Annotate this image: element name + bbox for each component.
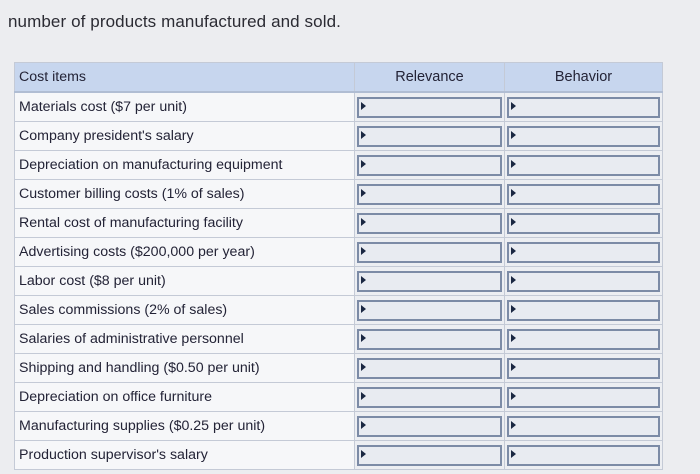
caret-right-icon: [361, 333, 366, 342]
caret-right-icon: [361, 130, 366, 139]
caret-right-icon: [361, 159, 366, 168]
cost-item-label: Rental cost of manufacturing facility: [14, 208, 355, 238]
instruction-text: number of products manufactured and sold…: [8, 12, 341, 31]
relevance-dropdown[interactable]: [357, 183, 502, 205]
caret-right-icon: [361, 391, 366, 400]
caret-right-icon: [361, 449, 366, 458]
caret-right-icon: [361, 188, 366, 197]
table-row: Sales commissions (2% of sales): [14, 295, 663, 325]
behavior-dropdown[interactable]: [507, 241, 660, 263]
header-cost-items: Cost items: [14, 62, 355, 93]
relevance-dropdown[interactable]: [357, 299, 502, 321]
caret-right-icon: [511, 420, 516, 429]
caret-right-icon: [511, 188, 516, 197]
caret-right-icon: [511, 101, 516, 110]
behavior-dropdown[interactable]: [507, 357, 660, 379]
cost-item-label: Depreciation on manufacturing equipment: [14, 150, 355, 180]
caret-right-icon: [511, 217, 516, 226]
cost-item-label: Company president's salary: [14, 121, 355, 151]
relevance-dropdown[interactable]: [357, 212, 502, 234]
caret-right-icon: [361, 420, 366, 429]
behavior-dropdown[interactable]: [507, 444, 660, 466]
cost-item-label: Materials cost ($7 per unit): [14, 91, 355, 122]
cost-item-label: Sales commissions (2% of sales): [14, 295, 355, 325]
relevance-dropdown[interactable]: [357, 241, 502, 263]
caret-right-icon: [511, 246, 516, 255]
table-header-row: Cost items Relevance Behavior: [14, 62, 663, 93]
behavior-dropdown[interactable]: [507, 96, 660, 118]
caret-right-icon: [511, 333, 516, 342]
table-row: Salaries of administrative personnel: [14, 324, 663, 354]
behavior-dropdown[interactable]: [507, 125, 660, 147]
behavior-dropdown[interactable]: [507, 415, 660, 437]
behavior-dropdown[interactable]: [507, 154, 660, 176]
cost-item-label: Advertising costs ($200,000 per year): [14, 237, 355, 267]
caret-right-icon: [361, 275, 366, 284]
table-row: Labor cost ($8 per unit): [14, 266, 663, 296]
cost-item-label: Labor cost ($8 per unit): [14, 266, 355, 296]
behavior-dropdown[interactable]: [507, 183, 660, 205]
relevance-dropdown[interactable]: [357, 270, 502, 292]
caret-right-icon: [511, 391, 516, 400]
caret-right-icon: [361, 217, 366, 226]
table-row: Customer billing costs (1% of sales): [14, 179, 663, 209]
caret-right-icon: [361, 101, 366, 110]
table-row: Materials cost ($7 per unit): [14, 91, 663, 122]
caret-right-icon: [361, 362, 366, 371]
cost-classification-table: Cost items Relevance Behavior Materials …: [14, 62, 663, 470]
cost-item-label: Shipping and handling ($0.50 per unit): [14, 353, 355, 383]
table-row: Advertising costs ($200,000 per year): [14, 237, 663, 267]
behavior-dropdown[interactable]: [507, 328, 660, 350]
relevance-dropdown[interactable]: [357, 154, 502, 176]
behavior-dropdown[interactable]: [507, 386, 660, 408]
cost-item-label: Production supervisor's salary: [14, 440, 355, 470]
caret-right-icon: [511, 449, 516, 458]
header-relevance: Relevance: [354, 62, 505, 93]
relevance-dropdown[interactable]: [357, 357, 502, 379]
caret-right-icon: [511, 275, 516, 284]
caret-right-icon: [361, 246, 366, 255]
behavior-dropdown[interactable]: [507, 212, 660, 234]
caret-right-icon: [511, 159, 516, 168]
relevance-dropdown[interactable]: [357, 96, 502, 118]
table-row: Depreciation on manufacturing equipment: [14, 150, 663, 180]
header-behavior: Behavior: [504, 62, 663, 93]
cost-item-label: Customer billing costs (1% of sales): [14, 179, 355, 209]
relevance-dropdown[interactable]: [357, 415, 502, 437]
table-row: Depreciation on office furniture: [14, 382, 663, 412]
caret-right-icon: [511, 304, 516, 313]
relevance-dropdown[interactable]: [357, 386, 502, 408]
table-row: Production supervisor's salary: [14, 440, 663, 470]
caret-right-icon: [361, 304, 366, 313]
cost-item-label: Salaries of administrative personnel: [14, 324, 355, 354]
behavior-dropdown[interactable]: [507, 270, 660, 292]
behavior-dropdown[interactable]: [507, 299, 660, 321]
cost-item-label: Depreciation on office furniture: [14, 382, 355, 412]
cost-item-label: Manufacturing supplies ($0.25 per unit): [14, 411, 355, 441]
relevance-dropdown[interactable]: [357, 125, 502, 147]
relevance-dropdown[interactable]: [357, 328, 502, 350]
table-row: Shipping and handling ($0.50 per unit): [14, 353, 663, 383]
caret-right-icon: [511, 130, 516, 139]
table-row: Manufacturing supplies ($0.25 per unit): [14, 411, 663, 441]
caret-right-icon: [511, 362, 516, 371]
relevance-dropdown[interactable]: [357, 444, 502, 466]
table-row: Rental cost of manufacturing facility: [14, 208, 663, 238]
table-row: Company president's salary: [14, 121, 663, 151]
